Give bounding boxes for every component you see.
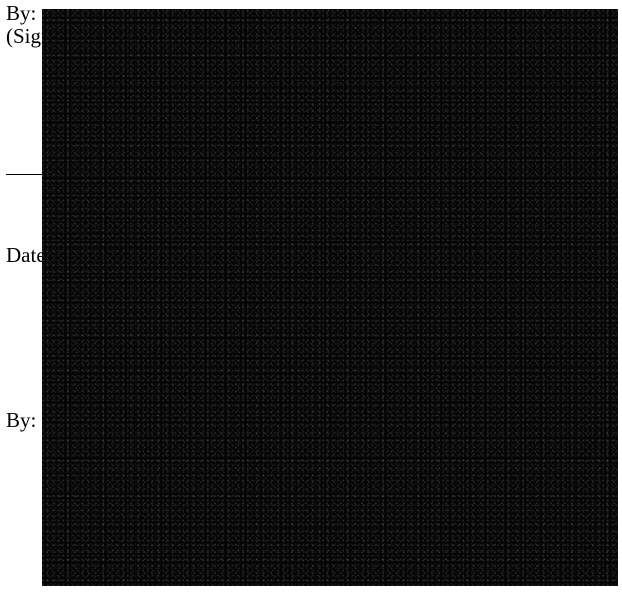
redaction-block	[42, 9, 618, 586]
signature-line	[6, 174, 46, 175]
date-label: Date	[6, 243, 46, 267]
by-label: By:	[6, 1, 37, 25]
by-label-second: By:	[6, 408, 37, 432]
